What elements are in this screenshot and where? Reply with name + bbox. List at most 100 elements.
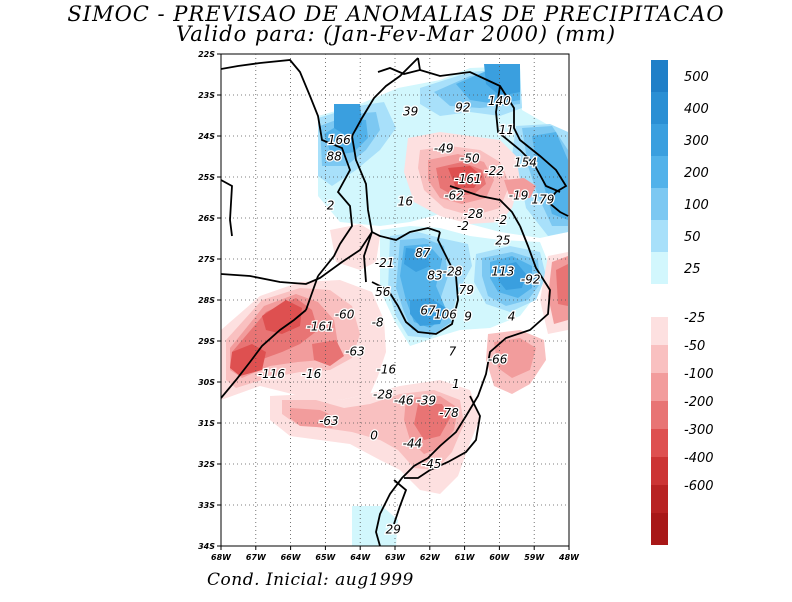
anomaly-region bbox=[556, 264, 568, 306]
colorbar-label: -300 bbox=[684, 423, 714, 438]
anomaly-region bbox=[532, 132, 568, 220]
lon-tick-label: 48W bbox=[558, 553, 580, 562]
anomaly-value-label: 83 bbox=[427, 268, 442, 282]
country-border bbox=[371, 227, 441, 241]
anomaly-value-label: -60 bbox=[335, 307, 355, 321]
lon-tick-label: 68W bbox=[211, 553, 232, 562]
colorbar-label: -50 bbox=[684, 339, 705, 354]
anomaly-value-label: 67 bbox=[420, 303, 436, 317]
anomaly-region bbox=[498, 262, 526, 290]
anomaly-value-label: 92 bbox=[455, 100, 470, 114]
colorbar-label: 500 bbox=[684, 70, 709, 85]
anomaly-value-label: 39 bbox=[403, 104, 418, 118]
colorbar-segment bbox=[651, 345, 668, 377]
colorbar-label: 100 bbox=[684, 198, 709, 213]
anomaly-value-label: 106 bbox=[434, 307, 457, 321]
colorbar-segment bbox=[651, 252, 668, 284]
colorbar-label: 25 bbox=[684, 262, 701, 277]
anomaly-region bbox=[410, 298, 446, 326]
anomaly-value-label: -8 bbox=[372, 316, 384, 330]
initial-condition-label: Cond. Inicial: aug1999 bbox=[207, 570, 414, 590]
colorbar-segment bbox=[651, 373, 668, 405]
lon-tick-label: 63W bbox=[385, 553, 406, 562]
anomaly-value-label: 113 bbox=[491, 264, 514, 278]
anomaly-value-label: 1 bbox=[452, 377, 460, 391]
colorbar-label: -400 bbox=[684, 451, 714, 466]
anomaly-region bbox=[484, 64, 520, 96]
anomaly-value-label: -45 bbox=[422, 457, 442, 471]
lat-tick-label: 24S bbox=[198, 132, 215, 141]
borders-layer bbox=[221, 57, 569, 546]
colorbar-label: -600 bbox=[684, 479, 714, 494]
anomaly-value-label: -28 bbox=[463, 207, 483, 221]
colorbar-label: 50 bbox=[684, 230, 701, 245]
colorbar-segment bbox=[651, 124, 668, 156]
lon-tick-label: 67W bbox=[246, 553, 267, 562]
lon-tick-label: 64W bbox=[350, 553, 371, 562]
colorbar-segment bbox=[651, 485, 668, 517]
colorbar-label: 300 bbox=[684, 134, 709, 149]
colorbar-segment bbox=[651, 156, 668, 188]
anomaly-value-label: -46 bbox=[394, 393, 414, 407]
lat-tick-label: 22S bbox=[198, 50, 215, 59]
anomaly-value-label: -21 bbox=[375, 256, 395, 270]
anomaly-value-label: -28 bbox=[443, 264, 463, 278]
lon-tick-label: 65W bbox=[315, 553, 336, 562]
anomaly-value-label: -39 bbox=[417, 393, 437, 407]
anomaly-value-label: 4 bbox=[508, 309, 516, 323]
anomaly-value-label: -22 bbox=[484, 164, 504, 178]
anomaly-value-label: -16 bbox=[376, 363, 396, 377]
anomaly-value-label: -44 bbox=[403, 437, 423, 451]
colorbar: 500 400 300 200 100 50 25 -25 -50 -100 -200 -300 -40… bbox=[651, 60, 714, 545]
anomaly-value-label: 56 bbox=[375, 285, 391, 299]
lon-tick-label: 60W bbox=[489, 553, 510, 562]
anomaly-value-label: -19 bbox=[509, 188, 529, 202]
country-border bbox=[221, 309, 307, 399]
colorbar-segment bbox=[651, 317, 668, 349]
colorbar-segment bbox=[651, 513, 668, 545]
colorbar-label: -100 bbox=[684, 367, 714, 382]
anomaly-value-label: -49 bbox=[434, 141, 454, 155]
anomaly-region bbox=[494, 338, 536, 378]
anomaly-value-label: 2 bbox=[327, 199, 335, 213]
colorbar-segment bbox=[651, 401, 668, 433]
colorbar-segment bbox=[651, 457, 668, 489]
anomaly-value-label: -92 bbox=[521, 273, 541, 287]
country-border bbox=[375, 225, 551, 546]
anomaly-value-label: 29 bbox=[386, 523, 401, 537]
axis-labels: 22S 23S 24S 25S 26S 27S 28S 29S 30S 31S 32S 33S 34S 6… bbox=[198, 50, 580, 562]
country-border bbox=[449, 185, 521, 227]
country-border bbox=[363, 231, 373, 283]
anomaly-region bbox=[330, 224, 380, 270]
lon-tick-label: 66W bbox=[281, 553, 302, 562]
anomaly-value-label: 140 bbox=[488, 94, 511, 108]
anomaly-value-label: 11 bbox=[499, 123, 514, 137]
anomaly-value-label: -2 bbox=[457, 219, 469, 233]
lat-tick-label: 26S bbox=[198, 214, 215, 223]
anomaly-value-label: 25 bbox=[495, 234, 510, 248]
anomaly-value-label: -116 bbox=[258, 367, 286, 381]
anomaly-region bbox=[414, 404, 450, 440]
anomaly-value-label: 79 bbox=[459, 283, 474, 297]
chart-title: SIMOC - PREVISAO DE ANOMALIAS DE PRECIPI… bbox=[67, 2, 725, 26]
country-border bbox=[371, 231, 459, 335]
country-border bbox=[377, 57, 422, 75]
anomaly-value-label: 9 bbox=[464, 309, 472, 323]
lat-tick-label: 34S bbox=[198, 542, 215, 551]
lat-tick-label: 30S bbox=[198, 378, 215, 387]
country-border bbox=[404, 395, 481, 479]
lat-tick-label: 28S bbox=[198, 296, 215, 305]
lat-tick-label: 31S bbox=[198, 419, 215, 428]
anomaly-value-label: 7 bbox=[449, 344, 457, 358]
colorbar-label: -200 bbox=[684, 395, 714, 410]
colorbar-segment bbox=[651, 92, 668, 124]
anomaly-region bbox=[404, 248, 430, 272]
anomaly-value-label: -2 bbox=[495, 213, 507, 227]
anomaly-value-label: -78 bbox=[439, 406, 459, 420]
lat-tick-label: 23S bbox=[198, 91, 215, 100]
colorbar-segment bbox=[651, 188, 668, 220]
colorbar-label: 400 bbox=[684, 102, 709, 117]
colorbar-segment bbox=[651, 429, 668, 461]
